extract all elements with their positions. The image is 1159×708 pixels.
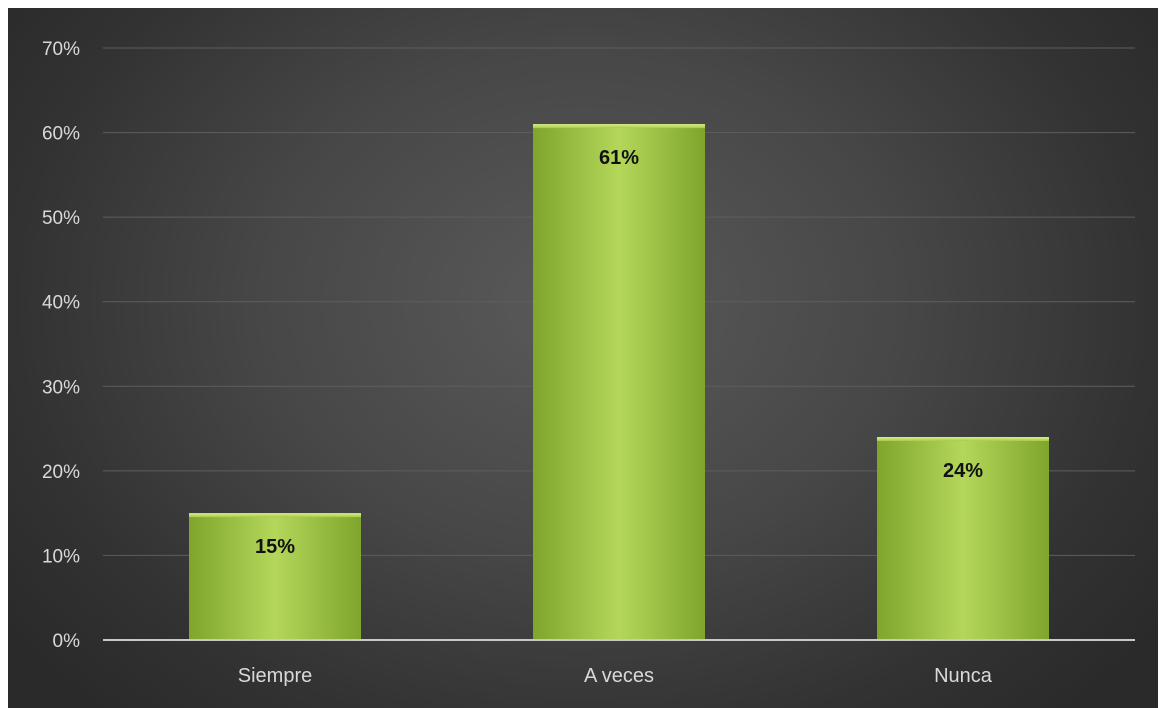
bar	[533, 124, 705, 641]
y-tick-label: 0%	[53, 631, 81, 652]
bar-nunca	[877, 437, 1049, 640]
chart-area: 0% 10% 20% 30% 40% 50% 60% 70% Siempre A veces Nu…	[8, 8, 1158, 708]
y-tick-label: 10%	[42, 546, 80, 567]
bars	[189, 124, 1049, 641]
bar	[877, 437, 1049, 640]
x-category-label: Nunca	[934, 665, 993, 687]
bar-siempre	[189, 513, 361, 640]
bar	[189, 513, 361, 640]
y-tick-label: 50%	[42, 208, 80, 229]
data-label: 61%	[599, 147, 639, 169]
data-label: 24%	[943, 460, 983, 482]
bar-a-veces	[533, 124, 705, 641]
data-label: 15%	[255, 536, 295, 558]
y-tick-label: 20%	[42, 462, 80, 483]
y-tick-label: 30%	[42, 377, 80, 398]
y-tick-label: 60%	[42, 124, 80, 145]
x-category-label: Siempre	[238, 665, 312, 687]
x-axis-category-labels: Siempre A veces Nunca	[238, 665, 993, 687]
data-labels: 15% 61% 24%	[255, 147, 983, 558]
bar-top-bevel	[533, 124, 705, 129]
y-tick-label: 40%	[42, 293, 80, 314]
bar-top-bevel	[189, 513, 361, 518]
x-category-label: A veces	[584, 665, 654, 687]
y-tick-label: 70%	[42, 39, 80, 60]
y-axis-tick-labels: 0% 10% 20% 30% 40% 50% 60% 70%	[42, 39, 80, 652]
bar-chart: 0% 10% 20% 30% 40% 50% 60% 70% Siempre A veces Nu…	[42, 39, 1135, 687]
bar-top-bevel	[877, 437, 1049, 442]
